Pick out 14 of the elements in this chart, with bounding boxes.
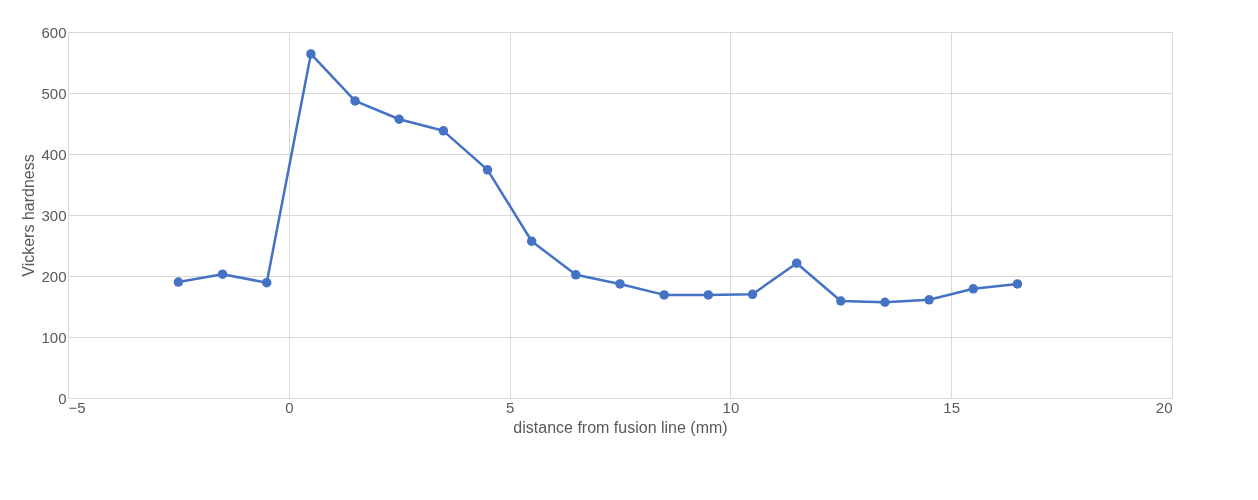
- y-axis-title: Vickers hardness: [20, 154, 38, 277]
- y-tick-label: 400: [41, 145, 67, 163]
- x-tick-label: 20: [1155, 398, 1173, 416]
- x-tick-label: 10: [722, 398, 740, 416]
- x-tick-label: 15: [943, 398, 961, 416]
- y-tick-label: 300: [41, 206, 67, 224]
- y-tick-label: 200: [41, 267, 67, 285]
- x-tick-label: −5: [68, 398, 86, 416]
- y-tick-label: 500: [41, 84, 67, 102]
- y-tick-label: 100: [41, 328, 67, 346]
- x-tick-label: 5: [505, 398, 515, 416]
- x-axis-title: distance from fusion line (mm): [513, 418, 728, 436]
- y-tick-label: 600: [41, 23, 67, 41]
- x-tick-label: 0: [285, 398, 294, 416]
